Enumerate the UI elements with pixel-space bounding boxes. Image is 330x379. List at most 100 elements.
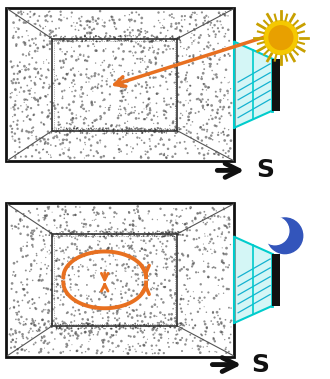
Point <box>125 313 131 319</box>
Point <box>131 322 136 328</box>
Point <box>25 11 30 17</box>
Point <box>172 236 178 243</box>
Point <box>178 28 183 34</box>
Point <box>37 277 42 283</box>
Point <box>81 224 86 230</box>
Point <box>70 34 75 40</box>
Point <box>125 243 130 249</box>
Point <box>184 69 190 75</box>
Point <box>88 129 94 135</box>
Point <box>58 46 63 52</box>
Point <box>153 324 158 330</box>
Point <box>82 253 87 259</box>
Point <box>200 105 206 111</box>
Point <box>122 231 128 237</box>
Point <box>130 27 135 33</box>
Point <box>176 250 181 256</box>
Point <box>48 287 53 293</box>
Point <box>43 244 48 250</box>
Point <box>124 229 130 235</box>
Point <box>79 14 84 20</box>
Point <box>50 318 56 324</box>
Point <box>104 229 109 235</box>
Point <box>214 208 219 214</box>
Point <box>168 219 173 226</box>
Point <box>98 265 104 271</box>
Point <box>95 139 100 146</box>
Point <box>52 77 58 83</box>
Point <box>186 298 191 304</box>
Point <box>174 213 180 219</box>
Point <box>160 233 165 239</box>
Point <box>66 264 71 270</box>
Point <box>64 292 70 298</box>
Point <box>186 100 191 106</box>
Point <box>67 107 73 113</box>
Point <box>127 30 133 36</box>
Point <box>82 155 87 161</box>
Point <box>188 310 193 316</box>
Point <box>68 333 73 339</box>
Point <box>75 335 80 341</box>
Point <box>226 132 231 138</box>
Point <box>29 133 35 139</box>
Point <box>111 332 116 338</box>
Point <box>159 248 165 254</box>
Point <box>65 211 71 218</box>
Point <box>29 321 34 327</box>
Point <box>33 318 38 324</box>
Point <box>167 12 172 18</box>
Point <box>84 35 89 41</box>
Point <box>125 118 130 124</box>
Point <box>115 311 120 317</box>
Point <box>89 245 94 251</box>
Point <box>80 342 85 348</box>
Point <box>156 293 161 299</box>
Point <box>218 89 223 95</box>
Point <box>103 33 108 39</box>
Point <box>114 122 119 128</box>
Point <box>54 324 59 330</box>
Point <box>105 246 111 252</box>
Point <box>141 334 146 340</box>
Point <box>111 126 116 132</box>
Point <box>61 37 66 43</box>
Point <box>114 211 119 217</box>
Point <box>218 234 223 240</box>
Point <box>164 47 169 53</box>
Point <box>228 86 233 92</box>
Point <box>154 343 159 349</box>
Point <box>220 11 226 17</box>
Point <box>175 99 181 105</box>
Point <box>52 222 57 228</box>
Point <box>74 115 79 121</box>
Point <box>174 230 180 236</box>
Point <box>10 331 16 337</box>
Point <box>60 207 65 213</box>
Point <box>209 318 214 324</box>
Point <box>118 229 123 235</box>
Point <box>48 41 53 47</box>
Point <box>173 127 178 133</box>
Point <box>154 327 159 333</box>
Point <box>18 153 23 160</box>
Point <box>63 76 68 82</box>
Point <box>196 136 201 142</box>
Point <box>170 120 176 126</box>
Point <box>170 233 175 239</box>
Point <box>58 224 63 230</box>
Point <box>136 276 141 282</box>
Point <box>178 337 183 343</box>
Point <box>135 325 141 331</box>
Point <box>24 276 30 282</box>
Point <box>76 273 82 279</box>
Point <box>71 125 77 132</box>
Point <box>186 117 191 123</box>
Point <box>201 20 206 26</box>
Point <box>102 233 107 240</box>
Point <box>29 233 34 239</box>
Point <box>26 129 31 135</box>
Point <box>180 232 185 238</box>
Point <box>91 26 97 32</box>
Point <box>224 224 229 230</box>
